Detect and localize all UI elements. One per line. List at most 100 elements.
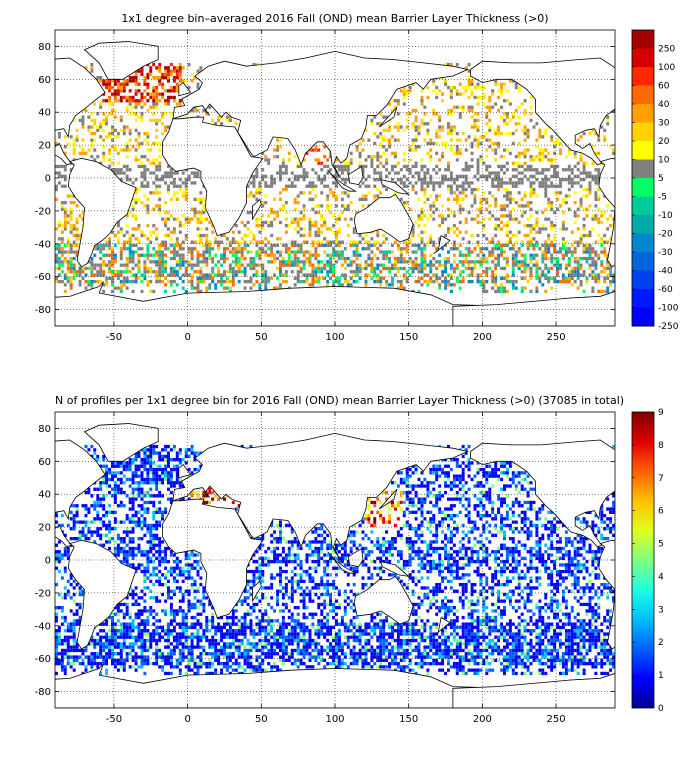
data-cell — [488, 118, 492, 123]
data-cell — [137, 645, 141, 649]
data-cell — [193, 181, 197, 185]
data-cell — [161, 474, 165, 478]
data-cell — [214, 273, 218, 277]
data-cell — [158, 92, 162, 96]
data-cell — [81, 138, 85, 142]
data-cell — [340, 210, 344, 215]
data-cell — [332, 253, 336, 257]
data-cell — [420, 247, 424, 251]
data-cell — [261, 250, 265, 254]
data-cell — [167, 247, 170, 251]
colorbar: 25010060403020105-5-10-20-30-40-60-100-2… — [631, 29, 679, 332]
data-cell — [585, 260, 589, 264]
data-cell — [473, 174, 477, 178]
data-cell — [81, 652, 85, 656]
data-cell — [573, 201, 577, 205]
data-cell — [161, 448, 165, 452]
data-cell — [208, 273, 212, 277]
data-cell — [261, 227, 265, 231]
data-cell — [155, 484, 159, 488]
data-cell — [449, 95, 453, 100]
data-cell — [155, 227, 159, 231]
data-cell — [364, 263, 368, 267]
data-cell — [473, 125, 477, 129]
data-cell — [561, 247, 565, 251]
data-cell — [612, 273, 616, 277]
data-cell — [317, 204, 321, 208]
data-cell — [128, 243, 132, 248]
data-cell — [84, 665, 88, 669]
data-cell — [467, 260, 471, 264]
data-cell — [90, 494, 94, 498]
data-cell — [143, 619, 147, 623]
data-cell — [591, 273, 595, 277]
data-cell — [399, 250, 403, 254]
data-cell — [267, 240, 271, 244]
data-cell — [231, 230, 235, 234]
data-cell — [158, 490, 162, 495]
data-cell — [152, 62, 156, 67]
data-cell — [376, 158, 380, 162]
data-cell — [379, 283, 383, 287]
data-cell — [470, 125, 474, 129]
data-cell — [178, 72, 182, 77]
data-cell — [364, 266, 368, 271]
data-cell — [137, 550, 141, 554]
data-cell — [417, 276, 421, 280]
data-cell — [225, 237, 229, 241]
data-cell — [184, 237, 188, 241]
data-cell — [102, 145, 106, 149]
data-cell — [476, 276, 480, 280]
data-cell — [178, 184, 182, 188]
data-cell — [335, 197, 338, 201]
data-cell — [426, 141, 430, 146]
data-cell — [63, 217, 67, 221]
data-cell — [511, 273, 515, 277]
data-cell — [373, 178, 377, 182]
data-cell — [122, 648, 126, 653]
data-cell — [455, 148, 459, 152]
data-cell — [385, 256, 389, 261]
data-cell — [547, 256, 551, 261]
data-cell — [346, 207, 350, 211]
data-cell — [72, 638, 76, 643]
data-cell — [134, 237, 138, 241]
data-cell — [155, 520, 159, 524]
colorbar-label: 60 — [658, 82, 670, 92]
data-cell — [155, 451, 159, 455]
data-cell — [131, 537, 135, 541]
data-cell — [335, 253, 338, 257]
data-cell — [63, 135, 67, 139]
data-cell — [119, 250, 123, 254]
data-cell — [172, 270, 176, 274]
data-cell — [349, 151, 353, 155]
data-cell — [172, 191, 176, 195]
data-cell — [111, 92, 114, 96]
data-cell — [102, 260, 106, 264]
data-cell — [66, 194, 70, 198]
data-cell — [361, 148, 365, 152]
data-cell — [181, 253, 185, 257]
data-cell — [99, 537, 103, 541]
data-cell — [476, 240, 480, 244]
data-cell — [470, 158, 474, 162]
data-cell — [444, 174, 448, 178]
data-cell — [505, 214, 509, 218]
data-cell — [181, 171, 185, 175]
data-cell — [108, 164, 112, 169]
data-cell — [588, 253, 592, 257]
data-cell — [544, 207, 548, 211]
data-cell — [517, 181, 521, 185]
data-cell — [414, 135, 418, 139]
data-cell — [455, 132, 459, 136]
data-cell — [520, 178, 524, 182]
data-cell — [167, 569, 170, 574]
data-cell — [122, 233, 126, 238]
data-cell — [423, 122, 427, 126]
data-cell — [482, 95, 486, 100]
data-cell — [111, 652, 114, 656]
data-cell — [594, 273, 598, 277]
data-cell — [335, 276, 338, 280]
data-cell — [267, 276, 271, 280]
data-cell — [96, 527, 100, 531]
